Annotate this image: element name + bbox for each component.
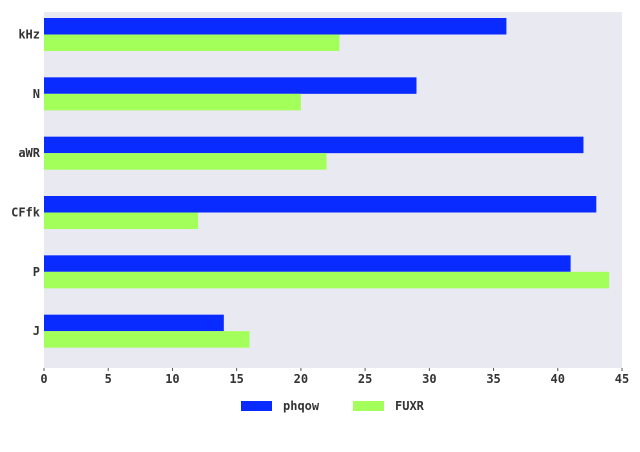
bar-FUXR-J <box>44 331 250 348</box>
x-tick-label: 15 <box>229 372 243 386</box>
bar-phqow-J <box>44 314 224 332</box>
legend: phqow FUXR <box>241 399 425 413</box>
bar-FUXR-P <box>44 271 610 289</box>
y-tick-label: N <box>33 87 40 101</box>
x-tick-label: 45 <box>615 372 629 386</box>
x-tick-label: 20 <box>294 372 308 386</box>
bar-phqow-P <box>44 255 571 272</box>
bar-phqow-N <box>44 77 417 94</box>
bar-phqow-CFfk <box>44 196 597 213</box>
x-tick-label: 0 <box>40 372 47 386</box>
x-tick-label: 25 <box>358 372 372 386</box>
plot-area <box>44 12 622 368</box>
legend-swatch-phqow <box>241 401 272 411</box>
x-tick-label: 30 <box>422 372 436 386</box>
bar-FUXR-kHz <box>44 34 340 51</box>
x-tick-label: 5 <box>105 372 112 386</box>
legend-label-phqow: phqow <box>283 399 320 413</box>
y-tick-label: aWR <box>18 146 40 160</box>
bar-phqow-aWR <box>44 136 584 154</box>
x-tick-label: 40 <box>551 372 565 386</box>
x-tick-label: 10 <box>165 372 179 386</box>
legend-label-FUXR: FUXR <box>395 399 425 413</box>
bar-phqow-kHz <box>44 18 507 35</box>
legend-swatch-FUXR <box>353 401 384 411</box>
y-tick-label: CFfk <box>11 206 41 220</box>
y-tick-label: J <box>33 324 40 338</box>
y-tick-label: P <box>33 265 40 279</box>
y-tick-label: kHz <box>18 28 40 42</box>
x-tick-label: 35 <box>486 372 500 386</box>
bar-FUXR-N <box>44 93 301 111</box>
bar-FUXR-CFfk <box>44 212 199 229</box>
bar-FUXR-aWR <box>44 153 327 170</box>
